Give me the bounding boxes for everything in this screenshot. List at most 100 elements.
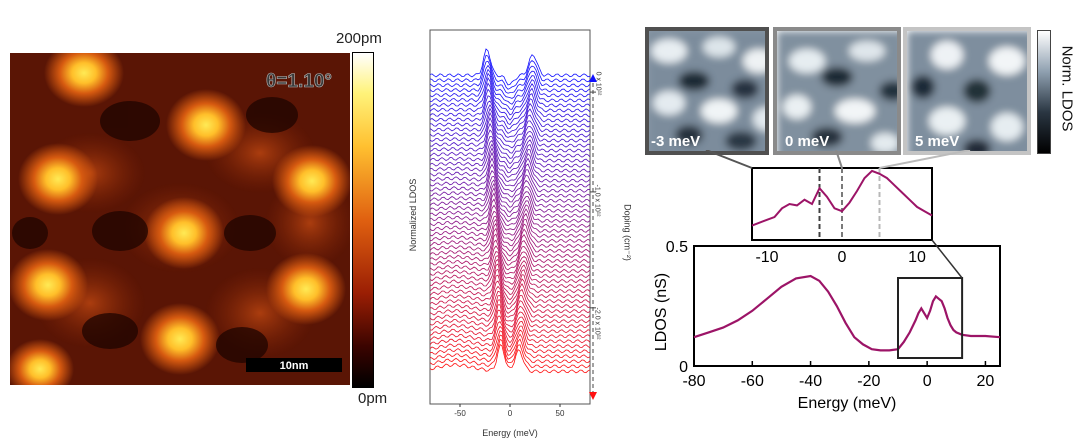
spectrum-line xyxy=(429,222,591,257)
doping-arrow-top xyxy=(589,74,597,82)
moire-site xyxy=(44,53,124,107)
spectrum-line xyxy=(429,239,591,271)
spectrum-line xyxy=(429,182,591,217)
map-label-minus3: -3 meV xyxy=(651,133,701,150)
inset-curve xyxy=(751,169,933,227)
spectrum-line xyxy=(429,218,591,252)
spectrum-line xyxy=(429,334,591,364)
spectrum-line xyxy=(429,315,591,344)
moire-site xyxy=(144,197,224,269)
spectrum-line xyxy=(429,122,591,159)
map-connector xyxy=(705,150,753,169)
ldos-curve xyxy=(693,274,1001,352)
spectrum-line xyxy=(429,210,591,242)
y-tick-label: 0.5 xyxy=(666,239,688,256)
spectrum-line xyxy=(429,263,591,295)
panel-c-plots: -80 -60 -40 -20 0 20 0 0.5 Energy (meV) LDOS (nS)… xyxy=(640,150,1078,444)
spectrum-line xyxy=(429,170,591,203)
spectrum-line xyxy=(429,135,591,169)
doping-axis-label: Doping (cm⁻²) xyxy=(622,204,633,261)
colorbar-min-label: 0pm xyxy=(358,390,388,407)
spectrum-line xyxy=(429,325,591,354)
spectrum-line xyxy=(429,176,591,208)
x-tick-label: 0 xyxy=(508,409,513,418)
waterfall-ylabel: Normalized LDOS xyxy=(408,178,418,252)
ldos-map-minus3 xyxy=(645,27,769,155)
moire-site xyxy=(266,253,346,325)
spectrum-line xyxy=(429,179,591,213)
x-axis-label: Energy (meV) xyxy=(798,395,897,412)
scale-bar-label: 10nm xyxy=(280,360,309,372)
x-tick-label: 20 xyxy=(977,373,995,390)
ldos-map-5 xyxy=(903,27,1031,155)
ldos-colorbar-label: Norm. LDOS xyxy=(1058,45,1076,132)
spectrum-line xyxy=(429,280,591,310)
spectrum-line xyxy=(429,255,591,285)
spectrum-line xyxy=(429,139,591,174)
spectrum-line xyxy=(429,157,591,193)
spectrum-line xyxy=(429,54,591,90)
x-tick-label: -50 xyxy=(454,409,466,418)
twist-angle-label: θ=1.10° xyxy=(266,71,332,92)
spectrum-line xyxy=(430,258,591,290)
spectrum-line xyxy=(429,198,591,231)
spectrum-line xyxy=(429,192,591,227)
main-frame xyxy=(693,245,1001,367)
spectrum-line xyxy=(429,268,591,301)
spectrum-line xyxy=(429,295,591,324)
spectrum-line xyxy=(429,187,591,223)
panel-a: θ=1.10° 10nm xyxy=(10,53,350,385)
spectrum-line xyxy=(429,95,591,130)
x-tick-label: 50 xyxy=(556,409,565,418)
spectrum-line xyxy=(429,245,591,275)
colorbar-max-label: 200pm xyxy=(336,30,382,47)
spectrum-line xyxy=(429,82,591,121)
panel-b: -50 0 50 xyxy=(396,20,628,444)
spectrum-line xyxy=(429,129,591,165)
spectrum-line xyxy=(429,299,591,329)
waterfall-frame xyxy=(429,29,591,405)
spectrum-line xyxy=(429,88,591,126)
spectrum-line xyxy=(429,338,591,369)
moire-site xyxy=(10,249,88,321)
inset-tick-label: -10 xyxy=(755,249,778,266)
spectrum-line xyxy=(429,343,591,374)
ldos-plot: -80 -60 -40 -20 0 20 0 0.5 Energy (meV) LDOS (nS)… xyxy=(653,150,1001,412)
x-tick-label: -40 xyxy=(799,373,822,390)
ldos-map-0 xyxy=(773,27,901,155)
y-axis-label: LDOS (nS) xyxy=(653,273,670,351)
spectrum-line xyxy=(429,104,591,138)
waterfall-plot: -50 0 50 xyxy=(429,29,597,418)
spectrum-line xyxy=(429,116,591,154)
spectrum-line xyxy=(429,320,591,349)
inset-tick-label: 10 xyxy=(908,249,926,266)
moire-site xyxy=(166,89,246,161)
spectrum-line xyxy=(429,290,591,319)
spectrum-line xyxy=(429,111,591,149)
spectrum-line xyxy=(429,107,591,143)
doping-tick-0: 0 x 10¹² xyxy=(594,71,602,96)
spectrum-line xyxy=(430,285,591,314)
spectrum-line xyxy=(429,72,591,110)
scale-bar xyxy=(246,358,342,372)
panel-a-colorbar xyxy=(352,52,374,388)
doping-arrow-bottom xyxy=(589,392,597,400)
moire-site xyxy=(272,145,350,217)
moire-site xyxy=(10,339,74,385)
x-tick-label: -80 xyxy=(682,373,705,390)
spectrum-line xyxy=(429,77,591,116)
spectrum-line xyxy=(429,330,591,359)
topography-image: θ=1.10° 10nm xyxy=(10,53,350,385)
spectrum-line xyxy=(429,163,591,198)
spectrum-line xyxy=(429,48,591,86)
doping-tick-1: -1.0 x 10¹² xyxy=(593,184,601,217)
waterfall-xlabel: Energy (meV) xyxy=(482,428,538,438)
spectrum-line xyxy=(429,215,591,247)
spectrum-line xyxy=(429,274,591,305)
moire-site xyxy=(18,143,98,215)
spectrum-line xyxy=(429,309,591,339)
x-tick-label: 0 xyxy=(923,373,932,390)
spectrum-line xyxy=(429,68,591,105)
spectrum-line xyxy=(429,233,591,266)
map-label-5: 5 meV xyxy=(915,133,960,150)
